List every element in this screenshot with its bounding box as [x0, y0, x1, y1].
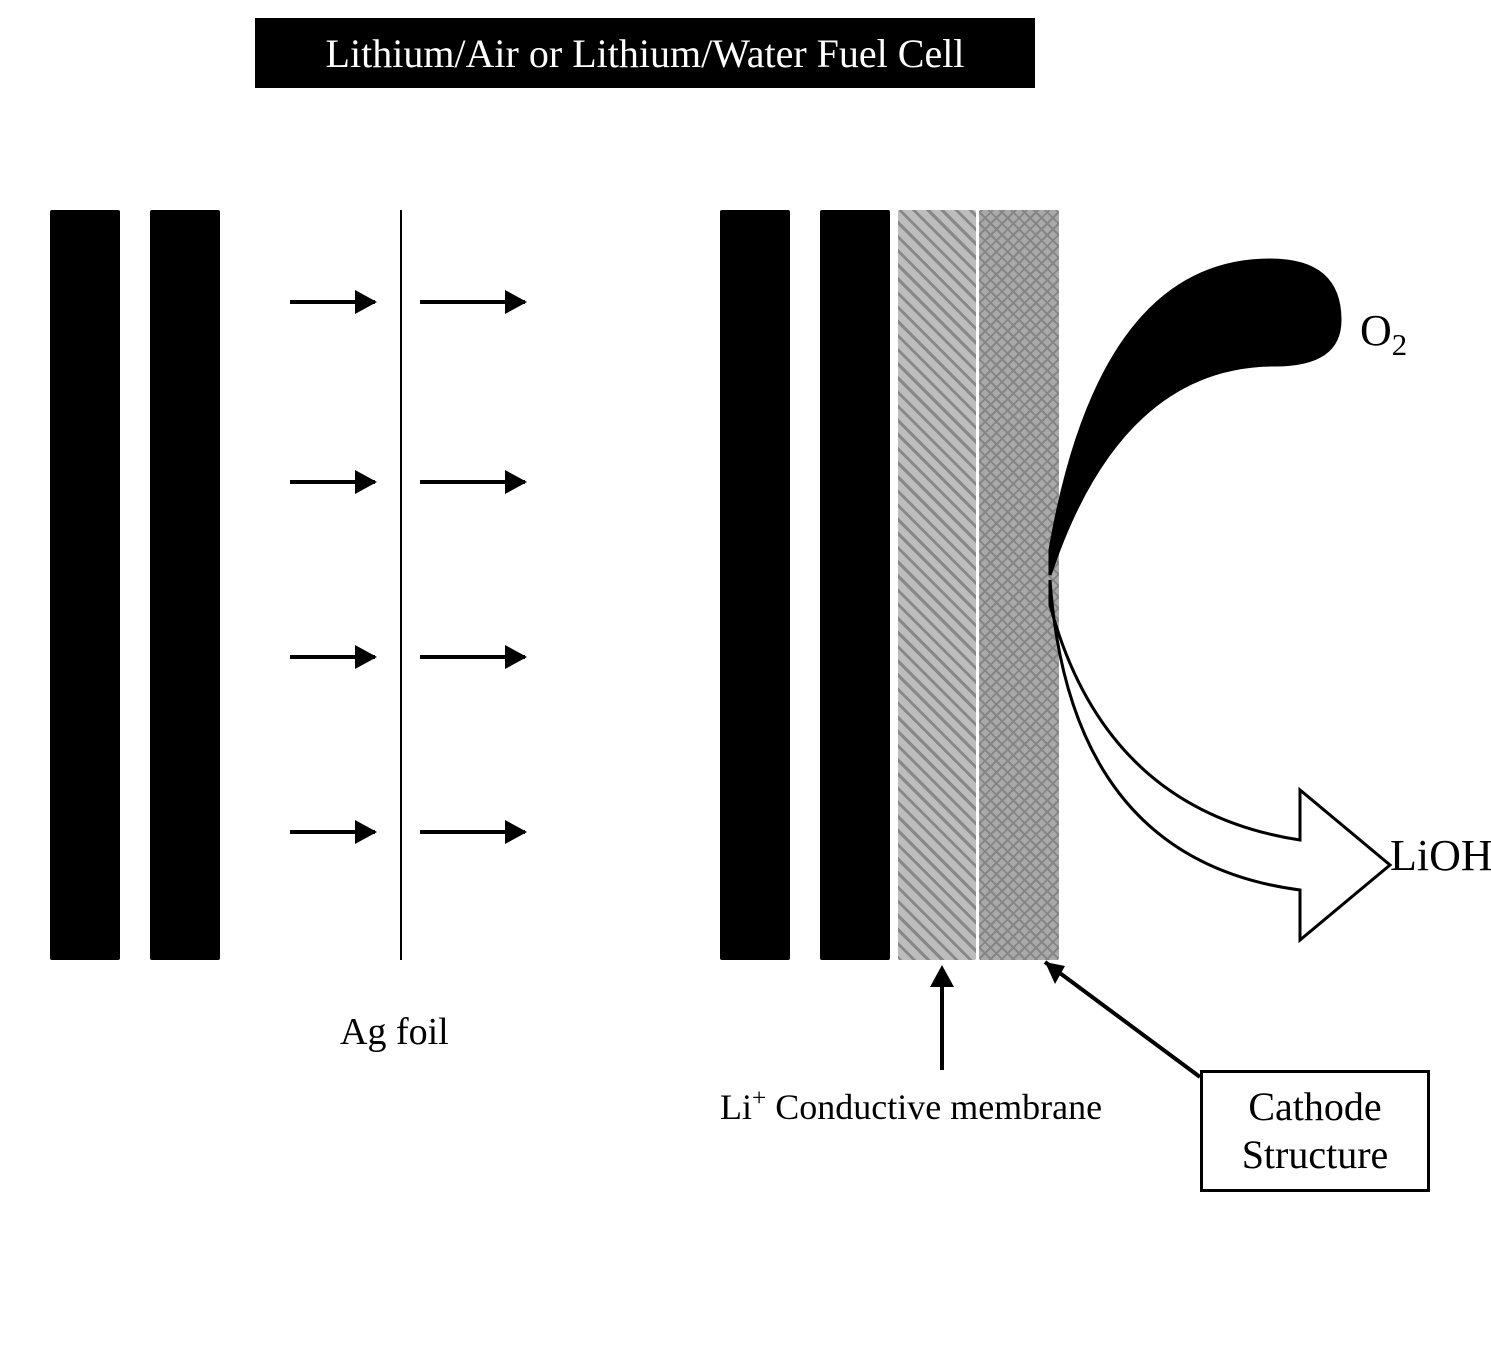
cathode-l2: Structure — [1221, 1131, 1409, 1179]
arrow-left-2 — [290, 480, 375, 484]
li-label-right: Li — [833, 555, 870, 603]
arrow-left-3 — [290, 655, 375, 659]
o2-in-arrow — [1040, 250, 1340, 590]
lioh-label: LiOH — [1390, 830, 1491, 881]
ag-foil-line — [400, 210, 402, 960]
arrow-right-4 — [420, 830, 525, 834]
cathode-l1: Cathode — [1221, 1083, 1409, 1131]
o2-o: O — [1360, 306, 1392, 355]
cathode-arrow-line — [1045, 962, 1225, 1112]
right-bar-1 — [720, 210, 790, 960]
cathode-callout: Cathode Structure — [1200, 1070, 1430, 1192]
lioh-out-arrow — [1040, 580, 1400, 920]
arrow-left-4 — [290, 830, 375, 834]
arrow-right-2 — [420, 480, 525, 484]
ag-foil-label: Ag foil — [340, 1010, 449, 1054]
membrane-sup: + — [752, 1085, 766, 1112]
arrow-right-3 — [420, 655, 525, 659]
arrow-right-1 — [420, 300, 525, 304]
title-text: Lithium/Air or Lithium/Water Fuel Cell — [326, 30, 965, 77]
o2-sub: 2 — [1392, 328, 1407, 362]
li-label-left: Li — [163, 555, 200, 603]
arrow-left-1 — [290, 300, 375, 304]
o2-label: O2 — [1360, 305, 1407, 363]
membrane-li: Li — [720, 1087, 752, 1127]
left-panel: Li — [50, 210, 650, 960]
membrane-bar — [898, 210, 976, 960]
right-panel: Li O2 LiOH — [720, 210, 1440, 960]
membrane-arrow — [940, 985, 944, 1070]
title-bar: Lithium/Air or Lithium/Water Fuel Cell — [255, 18, 1035, 88]
left-bar-1 — [50, 210, 120, 960]
